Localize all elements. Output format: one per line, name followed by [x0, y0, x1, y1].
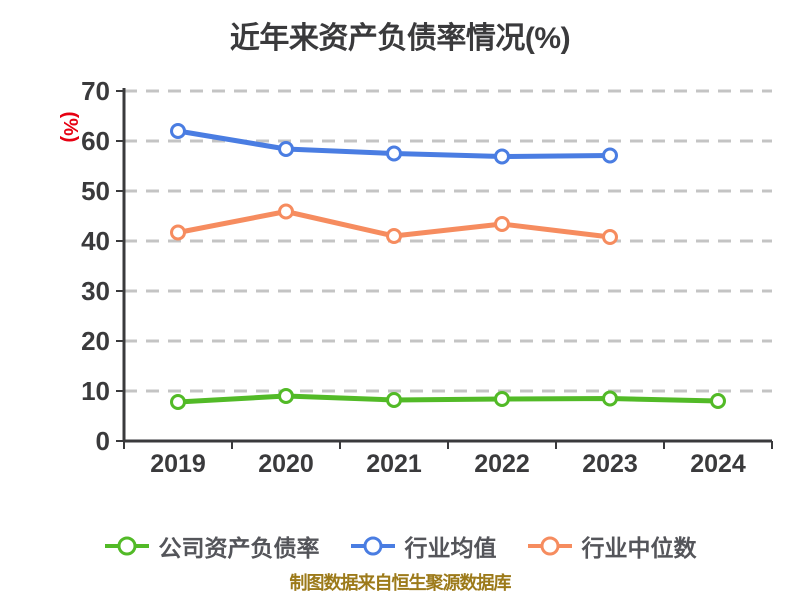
x-tick-label-2020: 2020 — [258, 450, 314, 478]
y-tick-label-30: 30 — [81, 276, 110, 306]
legend-item-industry-mean: 行业均值 — [350, 529, 497, 563]
data-point-company-debt-ratio-2021 — [386, 392, 402, 408]
data-point-industry-mean-2023 — [602, 147, 618, 164]
data-point-industry-mean-2022 — [494, 148, 510, 165]
chart-legend: 公司资产负债率 行业均值 行业中位数 — [0, 529, 800, 563]
data-source-footer: 制图数据来自恒生聚源数据库 — [289, 573, 512, 593]
y-tick-label-40: 40 — [81, 226, 110, 256]
legend-circle-icon — [117, 536, 136, 556]
data-point-industry-mean-2021 — [386, 145, 402, 162]
data-point-company-debt-ratio-2024 — [710, 393, 726, 409]
data-point-industry-median-2022 — [494, 216, 510, 232]
legend-label-industry-median: 行业中位数 — [581, 535, 697, 561]
series-line-company-debt-ratio — [175, 393, 721, 405]
legend-label-industry-mean: 行业均值 — [404, 535, 497, 561]
x-tick-label-2023: 2023 — [582, 450, 638, 478]
y-tick-label-70: 70 — [81, 76, 110, 106]
data-point-company-debt-ratio-2019 — [170, 394, 186, 410]
y-tick-label-0: 0 — [96, 426, 110, 456]
data-point-company-debt-ratio-2023 — [602, 390, 618, 407]
data-point-industry-mean-2019 — [170, 123, 186, 139]
legend-item-company-debt-ratio: 公司资产负债率 — [104, 529, 320, 563]
x-tick-label-2022: 2022 — [474, 450, 530, 478]
data-point-industry-mean-2020 — [278, 141, 294, 157]
y-tick-label-60: 60 — [81, 126, 110, 156]
data-point-company-debt-ratio-2020 — [278, 388, 294, 404]
data-point-company-debt-ratio-2022 — [494, 391, 510, 407]
line-chart: 0 10 20 30 40 50 60 70 2019 2020 2021 2022 2023 2024 (… — [59, 76, 773, 478]
legend-marker-company-debt-ratio — [104, 536, 149, 556]
legend-label-company-debt-ratio: 公司资产负债率 — [158, 535, 320, 561]
x-tick-label-2024: 2024 — [690, 450, 746, 478]
y-tick-label-50: 50 — [81, 176, 110, 206]
chart-title: 近年来资产负债率情况(%) — [229, 22, 571, 55]
y-tick-label-20: 20 — [81, 326, 110, 356]
legend-circle-icon — [540, 536, 559, 556]
legend-item-industry-median: 行业中位数 — [527, 529, 697, 563]
y-axis-unit-label: (%) — [59, 111, 81, 142]
legend-marker-industry-median — [527, 536, 572, 556]
data-point-industry-median-2020 — [278, 203, 294, 220]
data-point-industry-median-2023 — [602, 229, 618, 245]
x-tick-label-2019: 2019 — [150, 450, 206, 478]
legend-marker-industry-mean — [350, 536, 395, 556]
x-tick-label-2021: 2021 — [366, 450, 422, 478]
legend-circle-icon — [363, 536, 382, 556]
data-point-industry-median-2021 — [386, 228, 402, 244]
data-point-industry-median-2019 — [170, 224, 186, 241]
y-tick-label-10: 10 — [81, 376, 110, 406]
